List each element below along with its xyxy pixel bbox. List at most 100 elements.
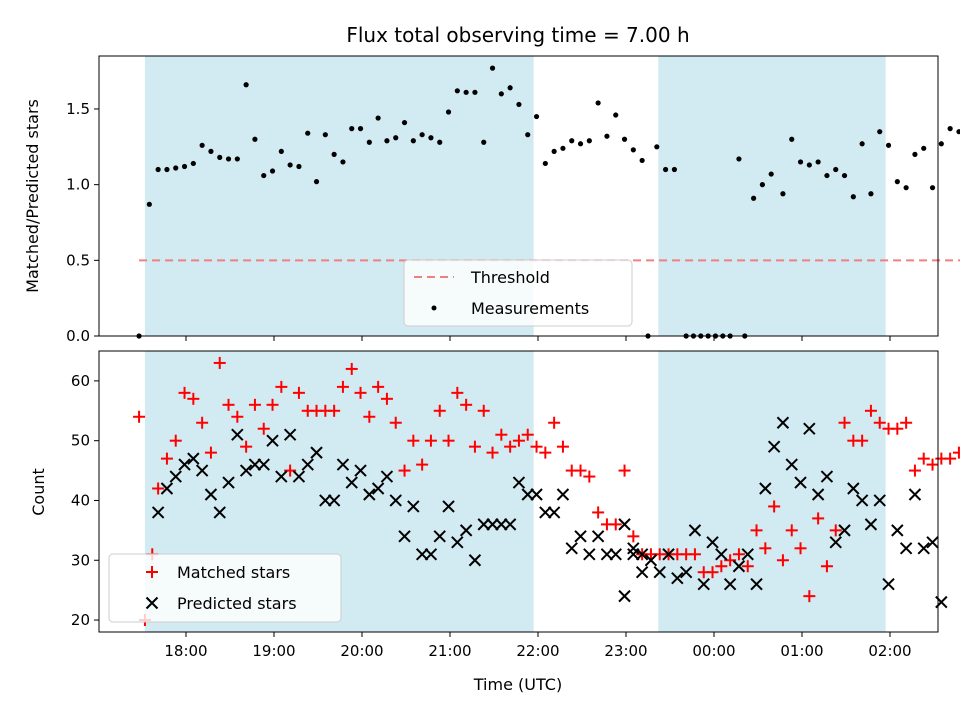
predicted-stars-point	[213, 506, 226, 519]
matched-stars-point	[556, 440, 569, 453]
measurement-point	[947, 126, 953, 132]
measurement-point	[542, 160, 548, 167]
matched-stars-point	[328, 404, 341, 417]
predicted-stars-point	[803, 422, 816, 435]
matched-stars-point	[794, 542, 807, 555]
y-tick-label: 0.5	[66, 251, 90, 269]
measurement-point	[199, 142, 205, 148]
matched-stars-point	[477, 404, 490, 417]
y-tick-label: 40	[71, 491, 90, 509]
matched-stars-point	[732, 548, 745, 561]
predicted-stars-point	[354, 464, 367, 477]
matched-stars-point	[741, 560, 754, 573]
matched-stars-legend-label: Matched stars	[177, 563, 290, 582]
predicted-stars-point	[750, 577, 763, 591]
predicted-stars-point	[820, 470, 834, 483]
predicted-stars-point	[239, 464, 253, 477]
measurement-point	[472, 89, 478, 95]
matched-stars-point	[900, 416, 913, 429]
predicted-stars-point	[530, 488, 543, 501]
x-tick-label: 00:00	[692, 642, 735, 660]
x-tick-label: 02:00	[868, 642, 911, 660]
predicted-stars-point	[231, 428, 244, 441]
measurement-point	[445, 109, 452, 115]
measurement-point	[507, 85, 513, 91]
matched-stars-point	[213, 356, 226, 369]
predicted-stars-point	[521, 488, 534, 501]
predicted-stars-point	[433, 530, 446, 543]
predicted-stars-point	[794, 476, 807, 489]
x-tick-label: 22:00	[516, 642, 559, 660]
bottom-y-ticks: 20 30 40 50 60	[71, 372, 99, 629]
matched-stars-point	[873, 416, 886, 429]
matched-stars-point	[204, 446, 217, 459]
predicted-stars-point	[415, 548, 429, 561]
matched-stars-point	[336, 380, 349, 393]
predicted-stars-point	[723, 577, 737, 591]
matched-stars-point	[926, 458, 939, 471]
predicted-stars-point	[688, 524, 702, 537]
predicted-stars-legend-marker	[145, 596, 159, 610]
predicted-stars-point	[398, 530, 411, 543]
measurement-point	[824, 172, 830, 179]
top-legend: Threshold Measurements	[403, 259, 633, 327]
flux-ratio-panel: 0.0 0.5 1.0 1.5 Matched/Predicted stars Thr…	[23, 55, 960, 345]
measurement-point	[938, 141, 944, 147]
predicted-stars-point	[556, 488, 570, 501]
predicted-stars-point	[512, 476, 526, 489]
matched-stars-point	[160, 452, 173, 465]
matched-stars-point	[944, 452, 957, 465]
matched-stars-point	[133, 410, 146, 423]
matched-stars-point	[363, 410, 376, 423]
measurement-point	[639, 157, 645, 164]
measurement-point	[533, 113, 540, 120]
measurement-point	[551, 148, 557, 154]
measurement-point	[921, 145, 927, 151]
measurement-point	[217, 154, 223, 161]
measurement-point	[269, 168, 276, 174]
predicted-stars-point	[389, 494, 402, 507]
measurement-point	[841, 172, 848, 179]
matched-stars-point	[530, 440, 543, 453]
matched-stars-point	[776, 554, 789, 567]
predicted-stars-point	[565, 542, 578, 555]
matched-stars-point	[292, 386, 305, 399]
predicted-stars-point	[785, 458, 798, 471]
predicted-stars-point	[380, 470, 394, 483]
matched-stars-point	[398, 464, 411, 477]
predicted-stars-point	[442, 500, 455, 513]
predicted-stars-point	[222, 476, 235, 489]
predicted-stars-point	[908, 488, 922, 501]
measurement-point	[768, 171, 774, 177]
measurement-point	[577, 141, 584, 147]
measurement-point	[340, 159, 346, 165]
matched-stars-point	[416, 458, 429, 471]
measurement-point	[173, 165, 179, 171]
measurement-point	[384, 138, 390, 144]
measurement-point	[912, 151, 918, 157]
measurement-point	[885, 142, 892, 148]
top-y-ticks: 0.0 0.5 1.0 1.5	[66, 100, 99, 345]
measurement-point	[410, 138, 416, 144]
predicted-stars-point	[679, 566, 693, 579]
predicted-stars-point	[811, 488, 825, 501]
predicted-stars-point	[468, 554, 482, 567]
predicted-stars-point	[706, 536, 719, 549]
bottom-legend: Matched stars Predicted stars	[108, 553, 342, 623]
measurement-point	[252, 136, 258, 142]
measurement-point	[489, 65, 496, 71]
matched-stars-point	[627, 530, 640, 543]
matched-stars-point	[389, 416, 402, 429]
measurement-point	[751, 195, 757, 201]
matched-stars-point	[468, 440, 481, 453]
measurement-point	[155, 166, 161, 173]
matched-stars-point	[820, 560, 833, 573]
measurement-point	[234, 156, 240, 162]
y-tick-label: 60	[71, 372, 90, 390]
matched-stars-point	[460, 398, 473, 411]
predicted-stars-point	[847, 482, 860, 495]
matched-stars-point	[785, 524, 798, 537]
matched-stars-point	[715, 560, 728, 573]
measurement-point	[305, 130, 311, 136]
